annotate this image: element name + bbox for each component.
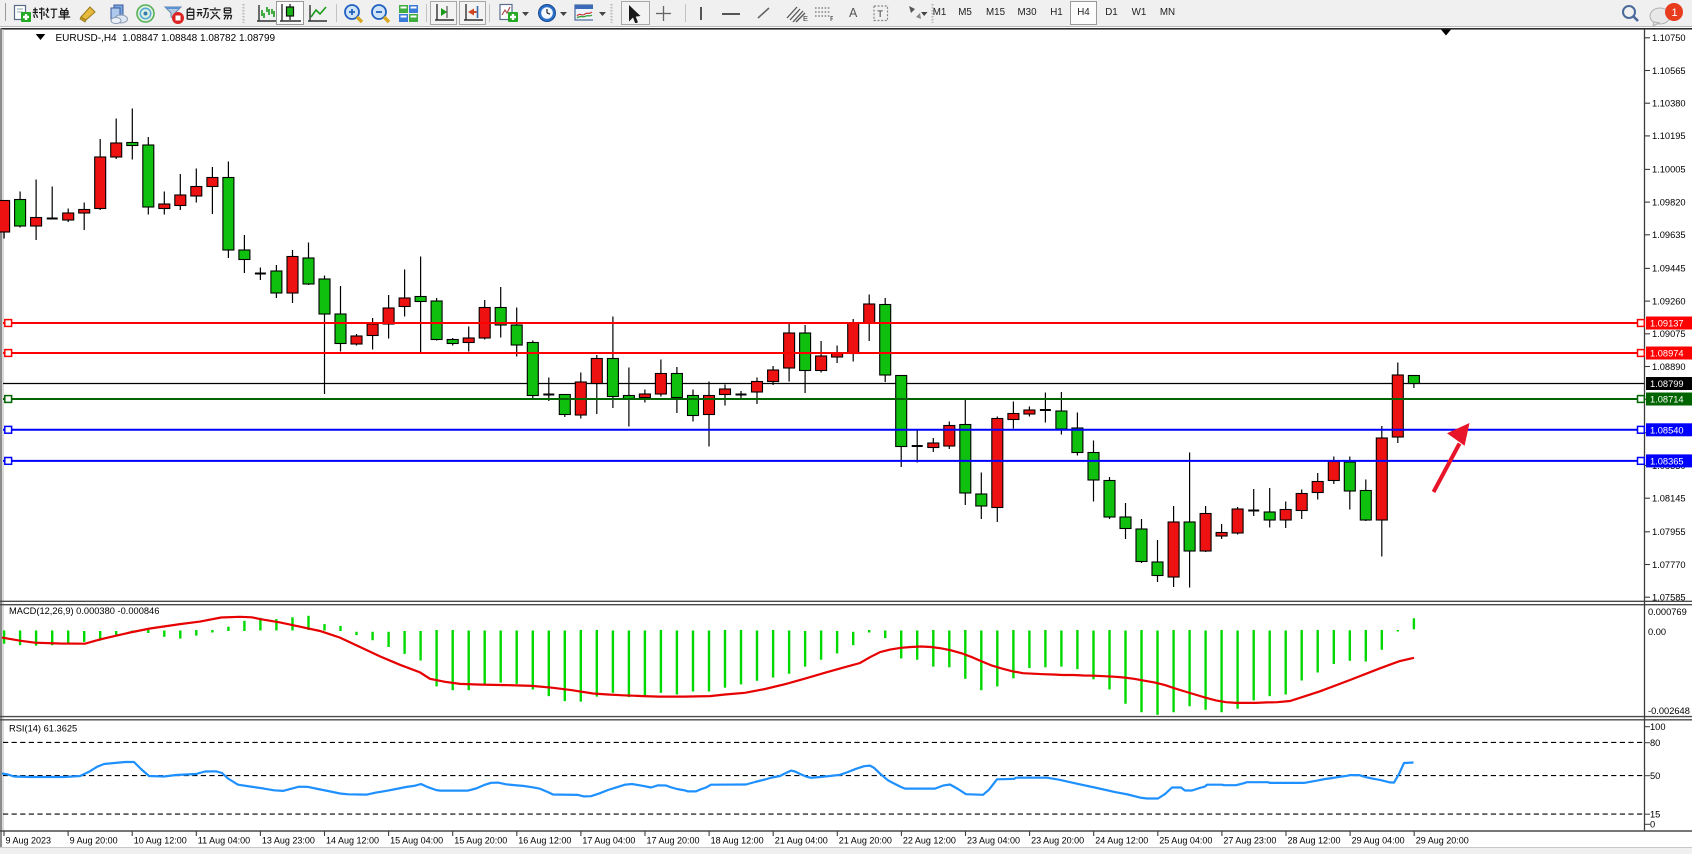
svg-text:14 Aug 12:00: 14 Aug 12:00	[326, 835, 379, 845]
svg-text:29 Aug 20:00: 29 Aug 20:00	[1416, 835, 1469, 845]
svg-text:21 Aug 20:00: 21 Aug 20:00	[839, 835, 892, 845]
svg-text:1.10750: 1.10750	[1652, 33, 1686, 43]
svg-text:-0.002648: -0.002648	[1648, 706, 1690, 716]
svg-text:1.07955: 1.07955	[1652, 527, 1686, 537]
svg-text:1: 1	[1672, 7, 1678, 19]
svg-text:17 Aug 20:00: 17 Aug 20:00	[647, 835, 700, 845]
svg-text:1.08540: 1.08540	[1650, 425, 1684, 435]
svg-text:13 Aug 23:00: 13 Aug 23:00	[262, 835, 315, 845]
svg-text:15 Aug 20:00: 15 Aug 20:00	[454, 835, 507, 845]
svg-text:T: T	[877, 9, 883, 20]
svg-text:25 Aug 04:00: 25 Aug 04:00	[1159, 835, 1212, 845]
svg-text:1.08799: 1.08799	[1650, 379, 1684, 389]
svg-text:80: 80	[1650, 738, 1660, 748]
svg-text:F: F	[830, 14, 833, 23]
svg-text:9 Aug 20:00: 9 Aug 20:00	[70, 835, 118, 845]
svg-text:1.09635: 1.09635	[1652, 230, 1686, 240]
svg-text:22 Aug 12:00: 22 Aug 12:00	[903, 835, 956, 845]
svg-text:1.08974: 1.08974	[1650, 349, 1684, 359]
svg-text:10 Aug 12:00: 10 Aug 12:00	[134, 835, 187, 845]
svg-text:15 Aug 04:00: 15 Aug 04:00	[390, 835, 443, 845]
svg-text:11 Aug 04:00: 11 Aug 04:00	[198, 835, 250, 845]
svg-text:1.09137: 1.09137	[1650, 319, 1684, 329]
svg-text:0.000769: 0.000769	[1648, 607, 1687, 617]
svg-text:100: 100	[1650, 722, 1666, 732]
svg-text:1.08145: 1.08145	[1652, 494, 1686, 504]
svg-text:E: E	[803, 14, 808, 23]
svg-text:23 Aug 20:00: 23 Aug 20:00	[1031, 835, 1084, 845]
svg-text:21 Aug 04:00: 21 Aug 04:00	[775, 835, 828, 845]
svg-text:MACD(12,26,9) 0.000380 -0.0008: MACD(12,26,9) 0.000380 -0.000846	[9, 606, 159, 616]
svg-text:1.09820: 1.09820	[1652, 197, 1686, 207]
svg-text:1.08365: 1.08365	[1650, 456, 1684, 466]
svg-text:9 Aug 2023: 9 Aug 2023	[6, 835, 52, 845]
svg-text:1.07585: 1.07585	[1652, 593, 1686, 603]
svg-text:1.08890: 1.08890	[1652, 362, 1686, 372]
svg-text:1.10565: 1.10565	[1652, 66, 1686, 76]
svg-text:1.09075: 1.09075	[1652, 329, 1686, 339]
svg-text:RSI(14) 61.3625: RSI(14) 61.3625	[9, 724, 77, 734]
svg-text:23 Aug 04:00: 23 Aug 04:00	[967, 835, 1020, 845]
svg-text:24 Aug 12:00: 24 Aug 12:00	[1095, 835, 1148, 845]
svg-text:28 Aug 12:00: 28 Aug 12:00	[1288, 835, 1341, 845]
svg-text:15: 15	[1650, 810, 1660, 820]
svg-text:0: 0	[1650, 820, 1655, 830]
svg-text:29 Aug 04:00: 29 Aug 04:00	[1352, 835, 1405, 845]
svg-text:1.10380: 1.10380	[1652, 99, 1686, 109]
svg-text:1.10005: 1.10005	[1652, 165, 1686, 175]
svg-text:1.07770: 1.07770	[1652, 560, 1686, 570]
svg-text:27 Aug 23:00: 27 Aug 23:00	[1223, 835, 1276, 845]
svg-text:1.08714: 1.08714	[1650, 395, 1684, 405]
svg-text:1.10195: 1.10195	[1652, 131, 1686, 141]
svg-text:0.00: 0.00	[1648, 627, 1666, 637]
svg-text:16 Aug 12:00: 16 Aug 12:00	[518, 835, 571, 845]
svg-text:50: 50	[1650, 771, 1660, 781]
svg-text:17 Aug 04:00: 17 Aug 04:00	[582, 835, 635, 845]
svg-text:18 Aug 12:00: 18 Aug 12:00	[711, 835, 764, 845]
svg-text:1.09445: 1.09445	[1652, 264, 1686, 274]
svg-text:EURUSD-,H4 1.08847 1.08848 1.: EURUSD-,H4 1.08847 1.08848 1.08782 1.087…	[56, 33, 276, 44]
svg-text:1.09260: 1.09260	[1652, 296, 1686, 306]
